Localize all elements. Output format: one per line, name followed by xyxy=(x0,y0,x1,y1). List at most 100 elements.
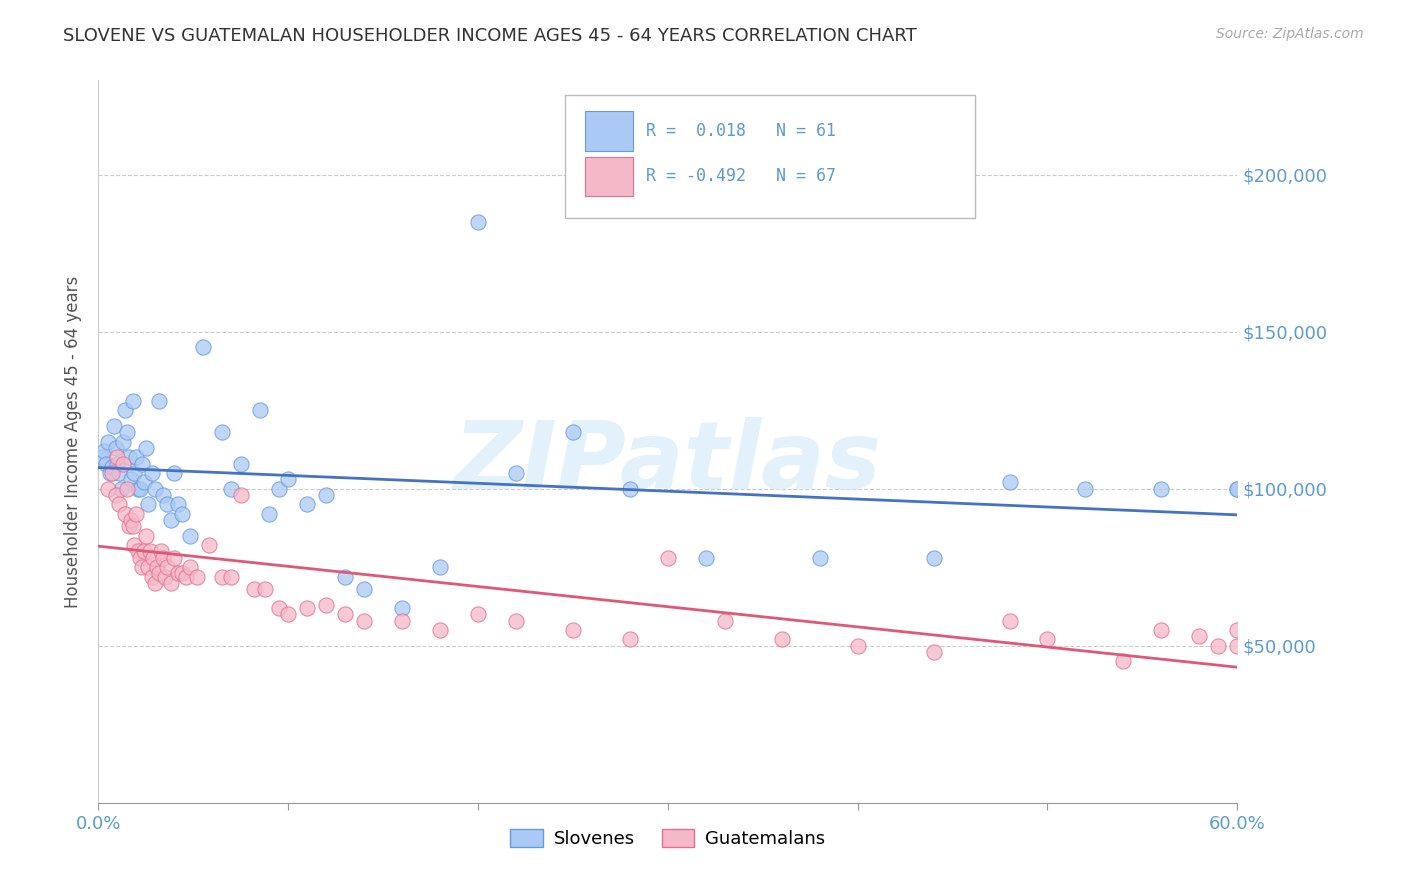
Point xyxy=(100,459,122,474)
Point xyxy=(297,497,319,511)
Point xyxy=(315,598,337,612)
Point xyxy=(179,529,201,543)
Point xyxy=(148,393,170,408)
Point xyxy=(211,425,233,439)
Point xyxy=(148,566,170,581)
Point xyxy=(156,560,179,574)
Point xyxy=(808,550,831,565)
Point xyxy=(91,450,114,465)
Point xyxy=(186,569,208,583)
Point xyxy=(505,466,527,480)
Point xyxy=(619,482,641,496)
Point xyxy=(107,450,129,465)
Point xyxy=(112,457,135,471)
Point xyxy=(429,623,451,637)
Point xyxy=(391,601,413,615)
FancyBboxPatch shape xyxy=(585,156,633,196)
Text: R = -0.492   N = 67: R = -0.492 N = 67 xyxy=(647,168,837,186)
Point xyxy=(118,519,141,533)
Point xyxy=(1226,482,1249,496)
Point xyxy=(249,403,271,417)
Point xyxy=(1208,639,1230,653)
Point xyxy=(129,482,152,496)
Point xyxy=(107,457,129,471)
Point xyxy=(267,482,290,496)
Point xyxy=(467,214,489,228)
Point xyxy=(846,639,869,653)
Point xyxy=(254,582,277,597)
FancyBboxPatch shape xyxy=(565,95,976,218)
Point xyxy=(1150,482,1173,496)
Point xyxy=(124,538,146,552)
Point xyxy=(277,472,299,486)
Point xyxy=(179,560,201,574)
Point xyxy=(259,507,281,521)
Point xyxy=(145,482,167,496)
Point xyxy=(93,444,115,458)
Point xyxy=(167,566,190,581)
Point xyxy=(120,513,142,527)
Point xyxy=(159,575,181,590)
Text: SLOVENE VS GUATEMALAN HOUSEHOLDER INCOME AGES 45 - 64 YEARS CORRELATION CHART: SLOVENE VS GUATEMALAN HOUSEHOLDER INCOME… xyxy=(63,27,917,45)
Point xyxy=(353,582,375,597)
Point xyxy=(562,623,585,637)
Legend: Slovenes, Guatemalans: Slovenes, Guatemalans xyxy=(503,822,832,855)
Point xyxy=(657,550,679,565)
Point xyxy=(127,544,149,558)
Point xyxy=(167,497,190,511)
Point xyxy=(141,569,163,583)
Y-axis label: Householder Income Ages 45 - 64 years: Householder Income Ages 45 - 64 years xyxy=(65,276,83,607)
Point xyxy=(714,614,737,628)
Point xyxy=(211,569,233,583)
Point xyxy=(129,550,152,565)
Point xyxy=(229,457,252,471)
Point xyxy=(1036,632,1059,647)
Point xyxy=(114,403,136,417)
Point xyxy=(112,434,135,449)
Point xyxy=(125,450,148,465)
Point xyxy=(229,488,252,502)
Point xyxy=(1226,482,1249,496)
Point xyxy=(152,550,174,565)
Point xyxy=(110,482,132,496)
Point xyxy=(1226,639,1249,653)
Point xyxy=(695,550,717,565)
Point xyxy=(998,475,1021,490)
Point xyxy=(115,482,138,496)
Point xyxy=(115,425,138,439)
Point xyxy=(1150,623,1173,637)
Point xyxy=(391,614,413,628)
Point xyxy=(335,569,357,583)
Point xyxy=(94,457,117,471)
Point xyxy=(141,466,163,480)
Point xyxy=(124,466,146,480)
Point xyxy=(467,607,489,622)
Point xyxy=(170,566,193,581)
Point xyxy=(131,560,153,574)
Point xyxy=(505,614,527,628)
Point xyxy=(922,550,945,565)
Point xyxy=(159,513,181,527)
Point xyxy=(152,488,174,502)
Point xyxy=(277,607,299,622)
Point xyxy=(243,582,266,597)
Point xyxy=(142,550,165,565)
Point xyxy=(131,457,153,471)
Point xyxy=(770,632,793,647)
Point xyxy=(135,529,157,543)
Point xyxy=(108,497,131,511)
Point xyxy=(145,575,167,590)
Point xyxy=(108,466,131,480)
Point xyxy=(104,488,127,502)
Point xyxy=(121,519,143,533)
Point xyxy=(221,569,243,583)
Text: ZIPatlas: ZIPatlas xyxy=(454,417,882,509)
Point xyxy=(136,497,159,511)
Point xyxy=(267,601,290,615)
Point xyxy=(121,393,143,408)
Point xyxy=(103,418,125,433)
Point xyxy=(120,472,142,486)
Point xyxy=(132,475,155,490)
Point xyxy=(114,507,136,521)
Point xyxy=(221,482,243,496)
